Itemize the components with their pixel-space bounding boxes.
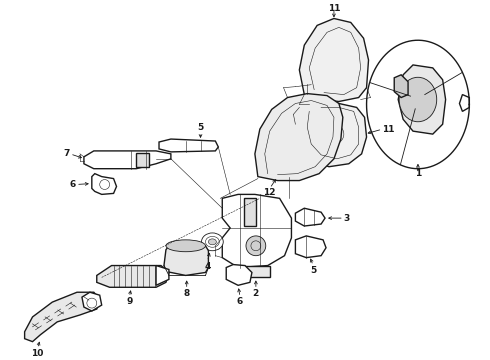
Polygon shape <box>297 103 367 167</box>
Polygon shape <box>84 151 171 169</box>
Polygon shape <box>226 265 252 285</box>
Polygon shape <box>394 75 408 98</box>
Polygon shape <box>159 139 219 152</box>
Polygon shape <box>295 236 326 258</box>
Ellipse shape <box>399 77 437 122</box>
Text: 5: 5 <box>310 266 317 275</box>
Ellipse shape <box>201 233 223 251</box>
Text: 6: 6 <box>237 297 243 306</box>
Polygon shape <box>97 266 169 287</box>
Text: 12: 12 <box>264 189 276 198</box>
Text: 9: 9 <box>126 297 133 306</box>
Text: 2: 2 <box>253 289 259 298</box>
Polygon shape <box>244 198 256 226</box>
Text: 1: 1 <box>415 169 421 178</box>
Polygon shape <box>299 18 368 102</box>
Polygon shape <box>255 94 343 181</box>
Polygon shape <box>238 266 270 278</box>
Polygon shape <box>156 266 169 285</box>
Text: 8: 8 <box>184 289 190 298</box>
Text: 6: 6 <box>70 180 76 189</box>
Ellipse shape <box>208 239 217 245</box>
Polygon shape <box>92 174 117 194</box>
Text: 11: 11 <box>382 125 395 134</box>
Polygon shape <box>164 242 208 275</box>
Polygon shape <box>398 65 445 134</box>
Text: 7: 7 <box>64 149 70 158</box>
Polygon shape <box>222 194 292 267</box>
Circle shape <box>246 236 266 256</box>
Ellipse shape <box>166 240 205 252</box>
Text: 11: 11 <box>328 4 340 13</box>
Text: 5: 5 <box>197 123 204 132</box>
Text: 4: 4 <box>204 262 211 271</box>
Polygon shape <box>460 95 469 111</box>
Polygon shape <box>82 292 102 311</box>
Polygon shape <box>136 153 149 167</box>
Text: 10: 10 <box>31 348 44 357</box>
Polygon shape <box>295 208 325 226</box>
Text: 3: 3 <box>344 213 350 222</box>
Polygon shape <box>24 292 100 342</box>
